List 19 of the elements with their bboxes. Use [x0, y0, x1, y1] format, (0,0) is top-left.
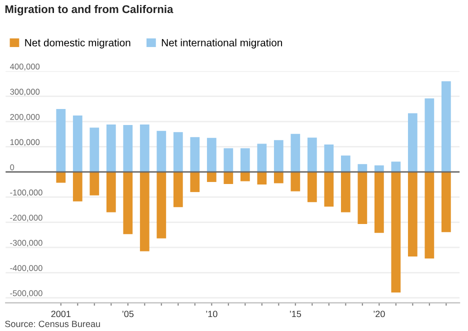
x-tick-label: ’05: [122, 310, 134, 318]
y-tick-label: -100,000: [10, 190, 42, 196]
y-tick-label: 200,000: [10, 114, 40, 121]
y-tick-label: 300,000: [10, 88, 40, 96]
legend-label: Net international migration: [162, 38, 282, 48]
y-tick-label: -500,000: [10, 290, 42, 298]
x-tick-label: ’10: [206, 310, 218, 318]
y-tick-label: -300,000: [10, 240, 42, 247]
source-note: Source: Census Bureau: [5, 320, 100, 328]
y-tick-label: 0: [10, 164, 14, 170]
x-tick-label: 2001: [51, 310, 70, 318]
chart-title: Migration to and from California: [5, 4, 174, 16]
legend-label: Net domestic migration: [25, 38, 130, 48]
y-tick-label: 100,000: [10, 139, 40, 146]
x-tick-label: ’20: [374, 310, 385, 318]
y-tick-label: -200,000: [10, 214, 42, 222]
y-tick-label: -400,000: [10, 265, 42, 272]
y-tick-label: 400,000: [10, 64, 40, 70]
x-tick-label: ’15: [290, 310, 302, 318]
